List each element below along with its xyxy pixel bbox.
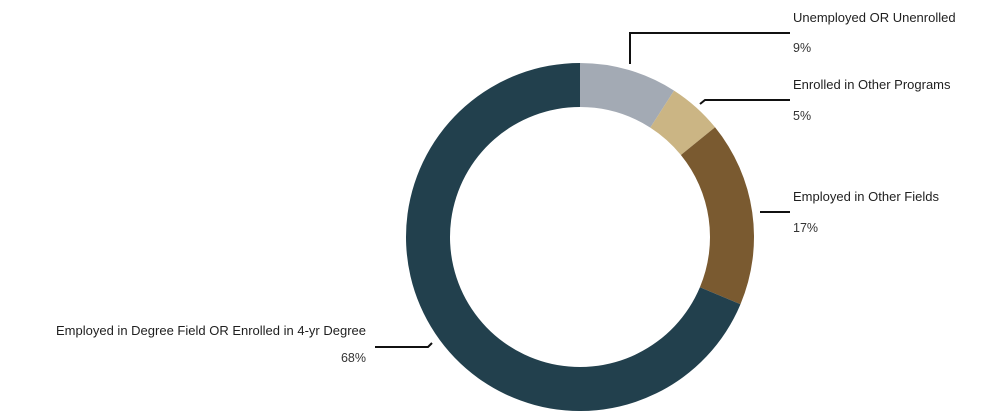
slice-unemployed [580,63,675,128]
leader-line-degree-field [375,342,433,348]
slice-other-programs [650,90,716,156]
slice-value-other-fields: 17% [793,221,818,235]
leader-line-other-programs [699,99,790,105]
slice-label-degree-field: Employed in Degree Field OR Enrolled in … [56,323,366,338]
leader-line-unemployed [629,32,790,64]
slices-group [406,63,754,411]
slice-other-fields [680,127,754,305]
slice-label-other-fields: Employed in Other Fields [793,189,939,204]
slice-label-other-programs: Enrolled in Other Programs [793,77,951,92]
slice-value-unemployed: 9% [793,41,811,55]
slice-value-degree-field: 68% [341,351,366,365]
slice-label-unemployed: Unemployed OR Unenrolled [793,10,956,25]
slice-value-other-programs: 5% [793,109,811,123]
